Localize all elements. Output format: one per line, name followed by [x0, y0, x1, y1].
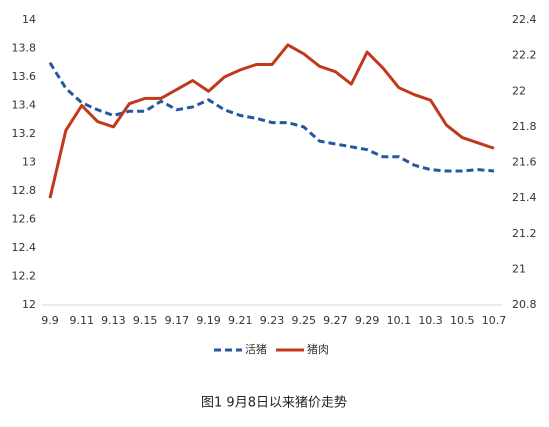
x-tick-label: 10.3 — [418, 314, 443, 327]
y-tick-label: 13.4 — [12, 99, 37, 112]
y2-tick-label: 22.4 — [512, 13, 537, 26]
y2-tick-label: 22.2 — [512, 49, 537, 62]
x-tick-label: 9.21 — [228, 314, 253, 327]
y2-tick-label: 20.8 — [512, 298, 537, 311]
x-tick-label: 9.27 — [323, 314, 348, 327]
y-tick-label: 12 — [22, 298, 36, 311]
y2-tick-label: 21.4 — [512, 191, 537, 204]
y-tick-label: 12.8 — [12, 184, 37, 197]
y2-tick-label: 21.2 — [512, 227, 537, 240]
x-tick-label: 10.5 — [450, 314, 475, 327]
y2-tick-label: 21 — [512, 262, 526, 275]
y-tick-label: 13.2 — [12, 127, 37, 140]
x-tick-label: 9.17 — [165, 314, 190, 327]
x-tick-label: 9.13 — [101, 314, 126, 327]
y2-tick-label: 22 — [512, 84, 526, 97]
legend-label: 活猪 — [245, 343, 267, 356]
y-tick-label: 13.8 — [12, 42, 37, 55]
y-tick-label: 12.2 — [12, 270, 37, 283]
x-tick-label: 9.25 — [291, 314, 316, 327]
x-tick-label: 9.11 — [69, 314, 94, 327]
series-line — [48, 43, 495, 199]
x-tick-label: 10.1 — [387, 314, 412, 327]
x-tick-label: 9.23 — [260, 314, 285, 327]
x-tick-label: 10.7 — [482, 314, 507, 327]
x-tick-label: 9.15 — [133, 314, 158, 327]
x-tick-label: 9.29 — [355, 314, 380, 327]
y-tick-label: 14 — [22, 13, 36, 26]
y-tick-label: 13 — [22, 156, 36, 169]
x-tick-label: 9.19 — [196, 314, 221, 327]
series-line — [48, 61, 495, 173]
y2-tick-label: 21.6 — [512, 156, 537, 169]
y-tick-label: 12.6 — [12, 213, 37, 226]
x-tick-label: 9.9 — [41, 314, 59, 327]
y-tick-label: 12.4 — [12, 241, 37, 254]
y-tick-label: 13.6 — [12, 70, 37, 83]
y2-tick-label: 21.8 — [512, 120, 537, 133]
legend-label: 猪肉 — [307, 343, 329, 356]
chart-caption: 图1 9月8日以来猪价走势 — [201, 395, 347, 411]
